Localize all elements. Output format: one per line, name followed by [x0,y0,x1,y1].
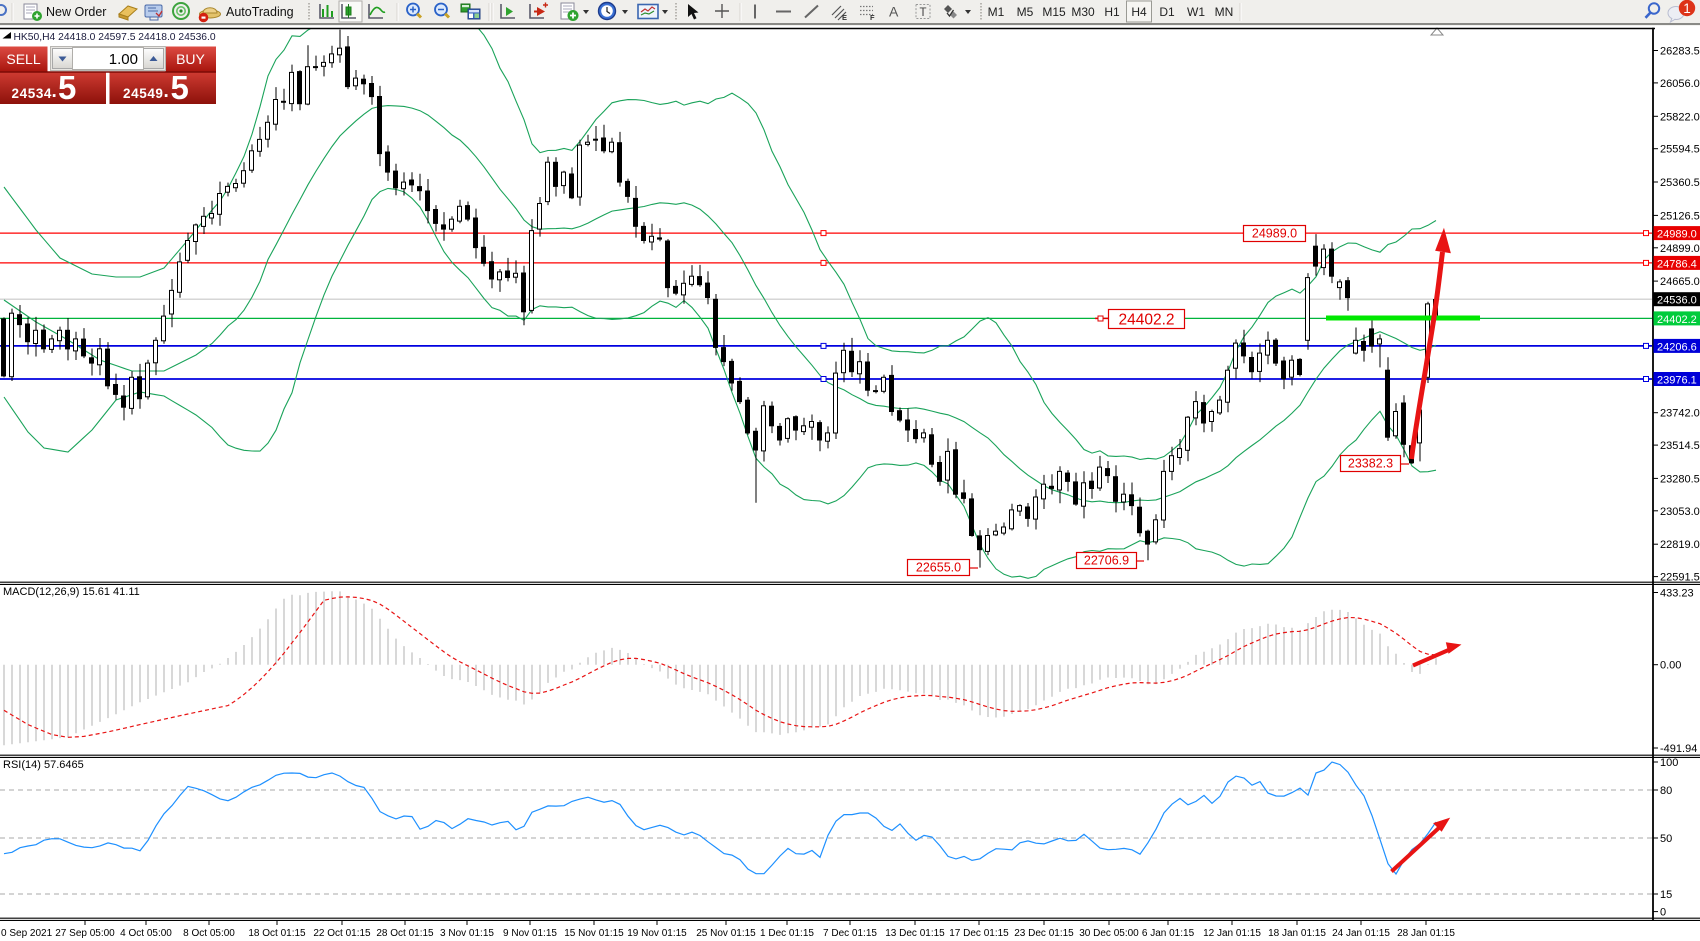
svg-text:M15: M15 [1042,5,1066,19]
svg-text:H4: H4 [1131,5,1147,19]
svg-text:M5: M5 [1017,5,1034,19]
svg-text:13 Dec 01:15: 13 Dec 01:15 [885,928,945,939]
svg-text:8 Oct 05:00: 8 Oct 05:00 [183,928,235,939]
svg-text:26056.0: 26056.0 [1660,78,1700,90]
svg-text:M30: M30 [1071,5,1095,19]
svg-text:23976.1: 23976.1 [1657,374,1697,386]
svg-text:24 Jan 01:15: 24 Jan 01:15 [1332,928,1390,939]
svg-text:24786.4: 24786.4 [1657,258,1697,270]
svg-text:28 Oct 01:15: 28 Oct 01:15 [376,928,434,939]
svg-text:AutoTrading: AutoTrading [226,5,294,19]
svg-text:F: F [870,13,875,22]
svg-text:D1: D1 [1159,5,1175,19]
svg-text:23742.0: 23742.0 [1660,408,1700,420]
svg-text:23053.0: 23053.0 [1660,506,1700,518]
svg-text:H1: H1 [1104,5,1120,19]
svg-text:A: A [889,4,899,20]
svg-text:24989.0: 24989.0 [1657,229,1697,241]
svg-text:24206.6: 24206.6 [1657,341,1697,353]
svg-text:22591.5: 22591.5 [1660,572,1700,584]
svg-text:3 Nov 01:15: 3 Nov 01:15 [440,928,494,939]
svg-text:BUY: BUY [176,51,205,67]
svg-text:30 Dec 05:00: 30 Dec 05:00 [1079,928,1139,939]
svg-text:24665.0: 24665.0 [1660,276,1700,288]
svg-text:28 Jan 01:15: 28 Jan 01:15 [1397,928,1455,939]
svg-text:.: . [164,81,169,102]
svg-text:RSI(14) 57.6465: RSI(14) 57.6465 [3,759,84,771]
svg-text:25822.0: 25822.0 [1660,111,1700,123]
svg-text:433.23: 433.23 [1660,588,1694,600]
svg-text:24536.0: 24536.0 [1657,295,1697,307]
svg-text:4 Oct 05:00: 4 Oct 05:00 [120,928,172,939]
svg-text:17 Dec 01:15: 17 Dec 01:15 [949,928,1009,939]
svg-text:23514.5: 23514.5 [1660,440,1700,452]
svg-text:25594.5: 25594.5 [1660,144,1700,156]
svg-text:0.00: 0.00 [1660,660,1681,672]
svg-text:6 Jan 01:15: 6 Jan 01:15 [1142,928,1195,939]
svg-text:26283.5: 26283.5 [1660,46,1700,58]
svg-text:25360.5: 25360.5 [1660,177,1700,189]
svg-text:W1: W1 [1187,5,1205,19]
svg-text:24534: 24534 [12,86,53,101]
svg-text:15: 15 [1660,889,1672,901]
svg-text:New Order: New Order [46,5,106,19]
svg-text:18 Oct 01:15: 18 Oct 01:15 [248,928,306,939]
svg-text:M1: M1 [988,5,1005,19]
svg-text:18 Jan 01:15: 18 Jan 01:15 [1268,928,1326,939]
svg-text:23 Dec 01:15: 23 Dec 01:15 [1014,928,1074,939]
svg-text:MN: MN [1215,5,1234,19]
svg-text:1: 1 [1683,1,1691,16]
svg-text:24989.0: 24989.0 [1252,227,1297,241]
svg-text:15 Nov 01:15: 15 Nov 01:15 [564,928,624,939]
svg-text:23280.5: 23280.5 [1660,473,1700,485]
svg-text:22655.0: 22655.0 [916,561,961,575]
svg-text:19 Nov 01:15: 19 Nov 01:15 [627,928,687,939]
svg-text:HK50,H4 24418.0 24597.5 24418.: HK50,H4 24418.0 24597.5 24418.0 24536.0 [14,32,216,43]
svg-text:25 Nov 01:15: 25 Nov 01:15 [696,928,756,939]
svg-text:24402.2: 24402.2 [1118,312,1174,329]
svg-text:50: 50 [1660,833,1672,845]
svg-text:9 Nov 01:15: 9 Nov 01:15 [503,928,557,939]
svg-text:0: 0 [1660,907,1666,919]
svg-text:23382.3: 23382.3 [1348,457,1393,471]
svg-text:5: 5 [171,69,189,106]
svg-text:12 Jan 01:15: 12 Jan 01:15 [1203,928,1261,939]
svg-text:7 Dec 01:15: 7 Dec 01:15 [823,928,877,939]
svg-text:22819.0: 22819.0 [1660,539,1700,551]
svg-text:SELL: SELL [6,51,40,67]
svg-text:0 Sep 2021: 0 Sep 2021 [1,928,53,939]
svg-text:24402.2: 24402.2 [1657,314,1697,326]
svg-text:24549: 24549 [123,86,164,101]
svg-text:24899.0: 24899.0 [1660,243,1700,255]
svg-text:1.00: 1.00 [109,51,138,68]
svg-text:22706.9: 22706.9 [1084,554,1129,568]
svg-text:22 Oct 01:15: 22 Oct 01:15 [313,928,371,939]
svg-text:.: . [52,81,57,102]
svg-text:5: 5 [58,69,76,106]
svg-text:80: 80 [1660,785,1672,797]
svg-text:100: 100 [1660,757,1678,769]
svg-text:-491.94: -491.94 [1660,743,1697,755]
svg-text:27 Sep 05:00: 27 Sep 05:00 [55,928,115,939]
svg-text:1 Dec 01:15: 1 Dec 01:15 [760,928,814,939]
svg-text:MACD(12,26,9) 15.61 41.11: MACD(12,26,9) 15.61 41.11 [3,586,140,598]
svg-text:T: T [920,7,927,19]
svg-text:25126.5: 25126.5 [1660,210,1700,222]
svg-text:E: E [842,13,847,22]
